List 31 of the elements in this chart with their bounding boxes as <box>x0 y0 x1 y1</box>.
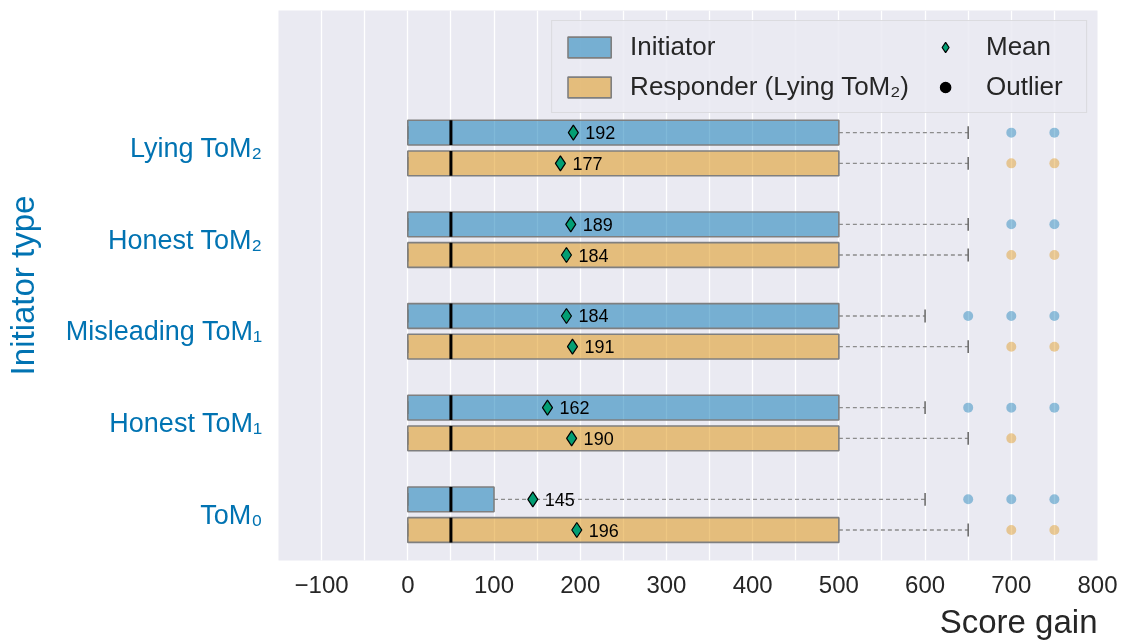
x-tick-label: 100 <box>474 570 515 598</box>
legend-label: Initiator <box>630 31 717 62</box>
y-tick-label: Misleading ToM₁ <box>65 316 263 347</box>
data-label: 184 <box>578 306 609 327</box>
y-tick-label: Honest ToM₂ <box>107 224 263 255</box>
x-tick-label: 600 <box>905 570 946 598</box>
x-tick-label: −100 <box>294 570 349 598</box>
x-tick-label: 300 <box>646 570 687 598</box>
data-label: 192 <box>585 123 616 144</box>
legend-label: Mean <box>986 31 1053 62</box>
data-label: 145 <box>544 489 575 510</box>
x-tick-label: 800 <box>1077 570 1118 598</box>
legend-label: Outlier <box>986 71 1064 102</box>
data-label: 190 <box>583 428 614 449</box>
y-tick-label: Honest ToM₁ <box>109 408 263 438</box>
x-axis-title: Score gain <box>939 602 1098 640</box>
x-tick-label: 500 <box>818 570 859 598</box>
data-label: 189 <box>582 214 613 235</box>
data-label: 177 <box>572 153 603 174</box>
data-label: 162 <box>559 398 590 419</box>
data-label: 184 <box>578 245 609 266</box>
data-label: 196 <box>588 520 619 541</box>
x-tick-label: 700 <box>991 570 1032 598</box>
data-label: 191 <box>584 337 615 358</box>
y-axis-title: Initiator type <box>3 195 41 376</box>
x-tick-label: 0 <box>401 570 415 598</box>
legend-label: Responder (Lying ToM₂) <box>630 71 909 102</box>
y-tick-label: ToM₀ <box>200 499 263 530</box>
x-tick-label: 400 <box>732 570 773 598</box>
x-tick-label: 200 <box>560 570 601 598</box>
y-tick-label: Lying ToM₂ <box>129 133 263 163</box>
